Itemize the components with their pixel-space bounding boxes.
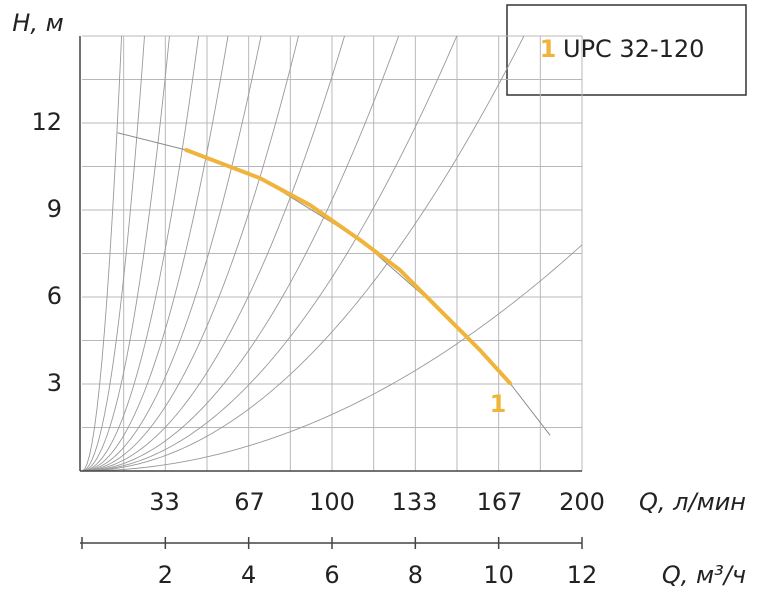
reference-curve (81, 35, 200, 472)
reference-curve (81, 35, 229, 472)
x-tick-label: 4 (241, 561, 256, 589)
legend-label: UPC 32-120 (563, 35, 704, 63)
reference-curve (81, 35, 299, 472)
x2-tick-label: 167 (477, 488, 523, 516)
y-tick-label: 12 (31, 108, 62, 136)
reference-curve (81, 35, 123, 472)
curve-extension (117, 132, 551, 436)
x2-tick-label: 200 (559, 488, 605, 516)
x2-tick-label: 67 (234, 488, 265, 516)
pump-curve (184, 147, 512, 386)
reference-curve (81, 35, 400, 472)
reference-curve (81, 35, 170, 472)
legend-number: 1 (540, 35, 557, 63)
reference-curve (81, 35, 145, 472)
reference-curve (81, 35, 345, 472)
y-tick-label: 3 (47, 369, 62, 397)
y-tick-label: 9 (47, 195, 62, 223)
y-tick-label: 6 (47, 282, 62, 310)
x2-tick-label: 33 (149, 488, 180, 516)
x2-tick-label: 133 (392, 488, 438, 516)
x-axis-title: Q, м³/ч (662, 561, 746, 589)
y-axis-title: H, м (12, 9, 63, 37)
x2-axis-title: Q, л/мин (639, 488, 746, 516)
x2-tick-label: 100 (309, 488, 355, 516)
x-tick-label: 6 (324, 561, 339, 589)
x-tick-label: 12 (567, 561, 598, 589)
x-tick-label: 8 (408, 561, 423, 589)
x-tick-label: 10 (483, 561, 514, 589)
reference-curve (81, 244, 583, 472)
curve-label: 1 (490, 390, 507, 418)
reference-curve (81, 35, 525, 472)
x-tick-label: 2 (158, 561, 173, 589)
reference-curve (81, 35, 458, 472)
